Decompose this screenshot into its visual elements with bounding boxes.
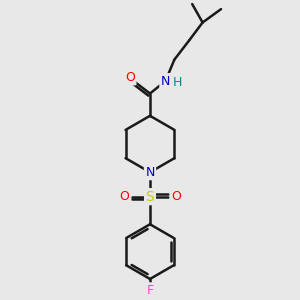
Text: S: S bbox=[146, 190, 154, 204]
Text: F: F bbox=[146, 284, 154, 297]
Text: O: O bbox=[125, 71, 135, 84]
Text: H: H bbox=[173, 76, 183, 89]
Text: N: N bbox=[145, 166, 155, 179]
Text: O: O bbox=[119, 190, 129, 203]
Text: N: N bbox=[161, 74, 170, 88]
Text: O: O bbox=[171, 190, 181, 203]
